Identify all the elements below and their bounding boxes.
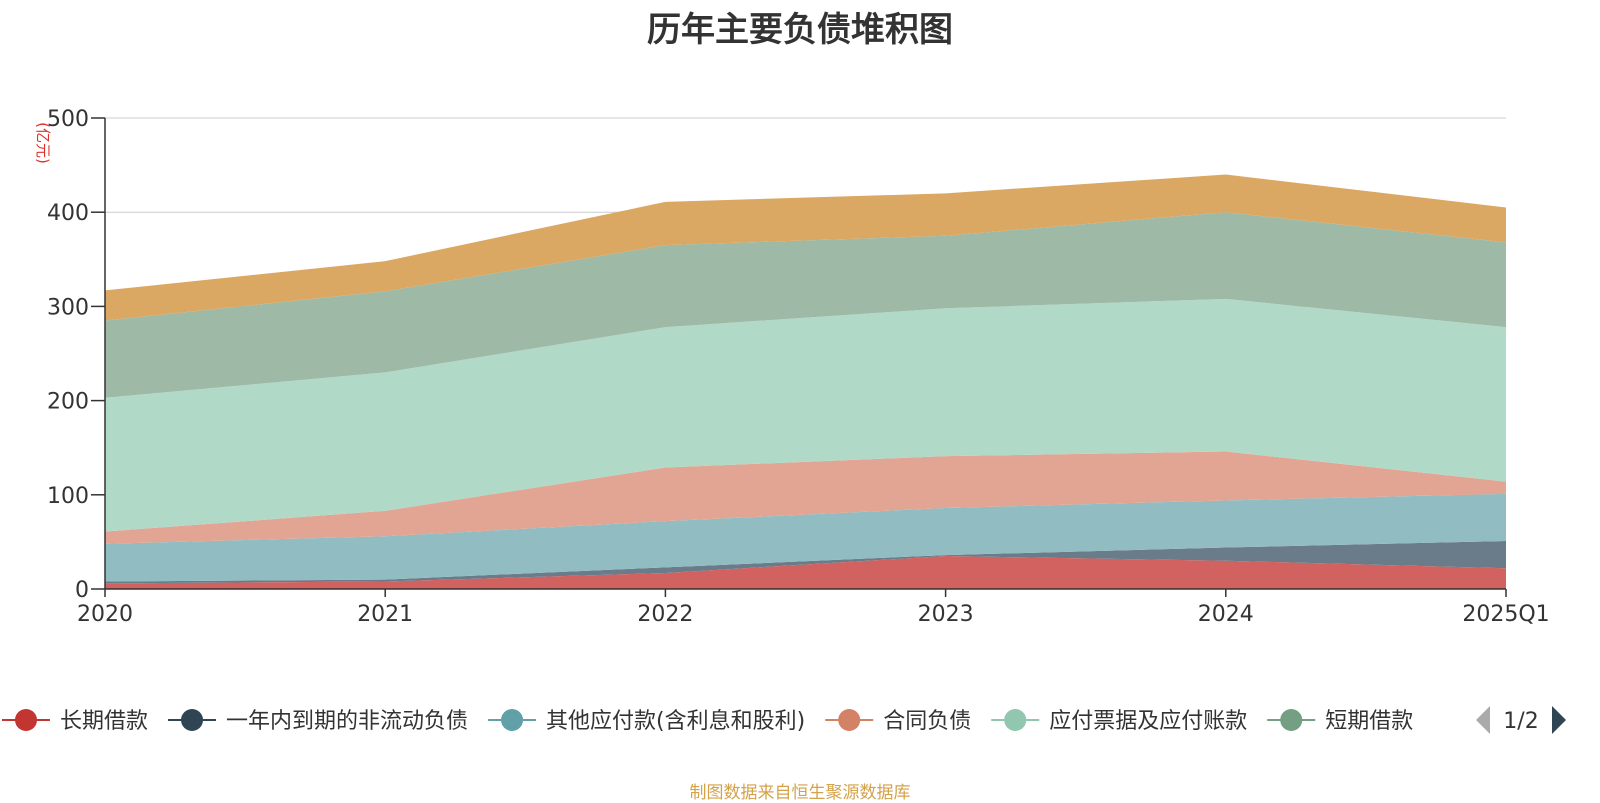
legend-marker [501, 709, 524, 731]
source-note: 制图数据来自恒生聚源数据库 [689, 783, 911, 803]
x-tick-label: 2021 [357, 602, 413, 627]
y-tick-label: 300 [47, 295, 89, 320]
chart-title: 历年主要负债堆积图 [647, 10, 953, 50]
area-series-7 [105, 174, 1506, 321]
next-page-icon[interactable] [1552, 706, 1566, 734]
legend-item: 合同负债 [825, 709, 971, 734]
area-series-3 [105, 493, 1506, 582]
legend-label: 长期借款 [60, 709, 148, 734]
x-tick-label: 2025Q1 [1462, 602, 1549, 627]
y-tick-label: 200 [47, 390, 89, 415]
x-tick-label: 2024 [1198, 602, 1254, 627]
legend-item: 应付票据及应付账款 [991, 709, 1247, 734]
legend: 长期借款 一年内到期的非流动负债 其他应付款(含利息和股利) 合同负债 应付票据及应付账… [2, 706, 1566, 734]
y-axis-unit-label: (亿元) [34, 122, 52, 164]
x-axis-ticks: 2020 2021 2022 2023 2024 2025Q1 [77, 589, 1550, 627]
legend-marker [181, 709, 204, 731]
area-series-5 [105, 298, 1506, 532]
area-series-2 [105, 540, 1506, 584]
area-series-6 [105, 212, 1506, 398]
y-tick-label: 0 [75, 578, 89, 603]
y-tick-label: 400 [47, 201, 89, 226]
legend-page-indicator: 1/2 [1503, 709, 1538, 734]
prev-page-icon[interactable] [1476, 706, 1490, 734]
y-axis-ticks: 0 100 200 300 400 500 [47, 107, 105, 603]
legend-label: 其他应付款(含利息和股利) [546, 709, 805, 734]
y-tick-label: 500 [47, 107, 89, 132]
area-series-4 [105, 451, 1506, 544]
legend-marker [838, 709, 861, 731]
legend-item: 一年内到期的非流动负债 [168, 709, 468, 734]
x-tick-label: 2023 [918, 602, 974, 627]
legend-label: 合同负债 [883, 709, 971, 734]
area-series-layer [105, 174, 1506, 589]
legend-marker [15, 709, 37, 731]
x-tick-label: 2022 [637, 602, 693, 627]
axes [104, 118, 1506, 590]
legend-marker [1280, 709, 1303, 731]
legend-label: 一年内到期的非流动负债 [226, 709, 468, 734]
legend-label: 短期借款 [1325, 709, 1413, 734]
x-tick-label: 2020 [77, 602, 133, 627]
legend-item: 短期借款 [1267, 709, 1413, 734]
legend-item: 长期借款 [2, 709, 148, 734]
legend-marker [1004, 709, 1027, 731]
area-series-1 [105, 556, 1506, 589]
legend-item: 其他应付款(含利息和股利) [488, 709, 805, 734]
y-tick-label: 100 [47, 484, 89, 509]
legend-label: 应付票据及应付账款 [1049, 709, 1247, 734]
legend-pager: 1/2 [1476, 706, 1566, 734]
